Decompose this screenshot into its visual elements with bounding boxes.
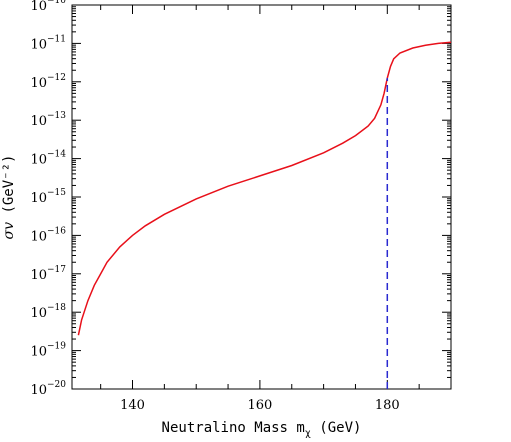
y-tick-label: 10−11 [30,34,66,52]
x-axis-title: Neutralino Mass mχ (GeV) [162,420,362,439]
axis-ticks [72,4,452,390]
y-tick-label: 10−16 [30,226,66,244]
y-tick-label: 10−13 [30,111,66,129]
y-tick-labels: 10−20 10−19 10−18 10−17 10−16 10−15 10−14 10−13… [30,0,66,398]
x-tick-labels: 140 160 180 [120,398,400,413]
y-tick-label: 10−17 [30,265,66,283]
x-tick-label: 140 [120,398,145,413]
y-tick-label: 10−10 [30,0,66,14]
series-lines [77,41,452,389]
x-tick-label: 180 [375,398,400,413]
x-tick-label: 160 [247,398,272,413]
plot-frame [71,4,452,390]
cross-section-curve [77,41,452,336]
y-tick-label: 10−18 [30,303,66,321]
y-tick-label: 10−12 [30,73,66,91]
y-axis-title: σv (GeV⁻²) [1,155,17,240]
y-tick-label: 10−14 [30,150,66,168]
y-tick-label: 10−19 [30,342,66,360]
y-tick-label: 10−15 [30,188,66,206]
y-tick-label: 10−20 [30,380,66,398]
